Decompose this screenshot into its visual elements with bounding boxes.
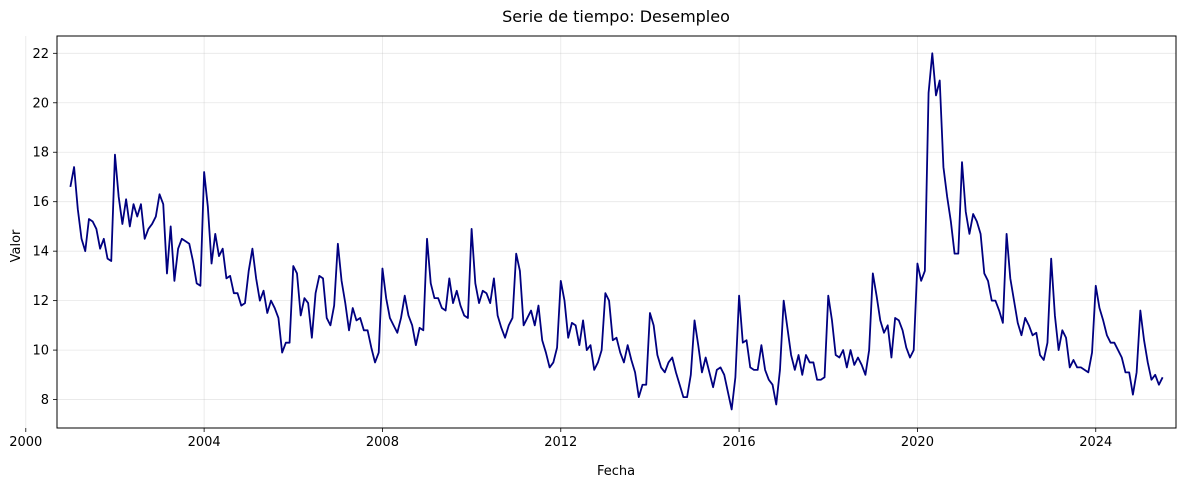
series-line-desempleo	[69, 52, 1164, 411]
x-axis: 2000 2004 2008 2012 2016 2020 2024	[9, 428, 1112, 450]
x-tick-label: 2004	[188, 435, 221, 450]
y-tick-label: 20	[32, 96, 49, 111]
y-axis-title: Valor	[9, 229, 24, 262]
x-tick-label: 2008	[366, 435, 399, 450]
x-tick-label: 2016	[723, 435, 756, 450]
y-tick-label: 10	[32, 344, 49, 359]
y-tick-label: 12	[32, 294, 49, 309]
y-tick-label: 8	[41, 393, 49, 408]
x-axis-title: Fecha	[597, 464, 635, 479]
y-tick-label: 18	[32, 146, 49, 161]
y-tick-label: 14	[32, 245, 49, 260]
x-tick-label: 2024	[1079, 435, 1112, 450]
chart-title: Serie de tiempo: Desempleo	[502, 7, 730, 26]
series-layer	[69, 52, 1164, 411]
x-tick-label: 2012	[544, 435, 577, 450]
y-axis: 8 10 12 14 16 18 20 22	[32, 47, 57, 408]
grid-lines	[25, 36, 1176, 428]
y-tick-label: 22	[32, 47, 49, 62]
plot-frame	[56, 35, 1177, 429]
y-tick-label: 16	[32, 195, 49, 210]
x-tick-label: 2000	[9, 435, 42, 450]
x-tick-label: 2020	[901, 435, 934, 450]
